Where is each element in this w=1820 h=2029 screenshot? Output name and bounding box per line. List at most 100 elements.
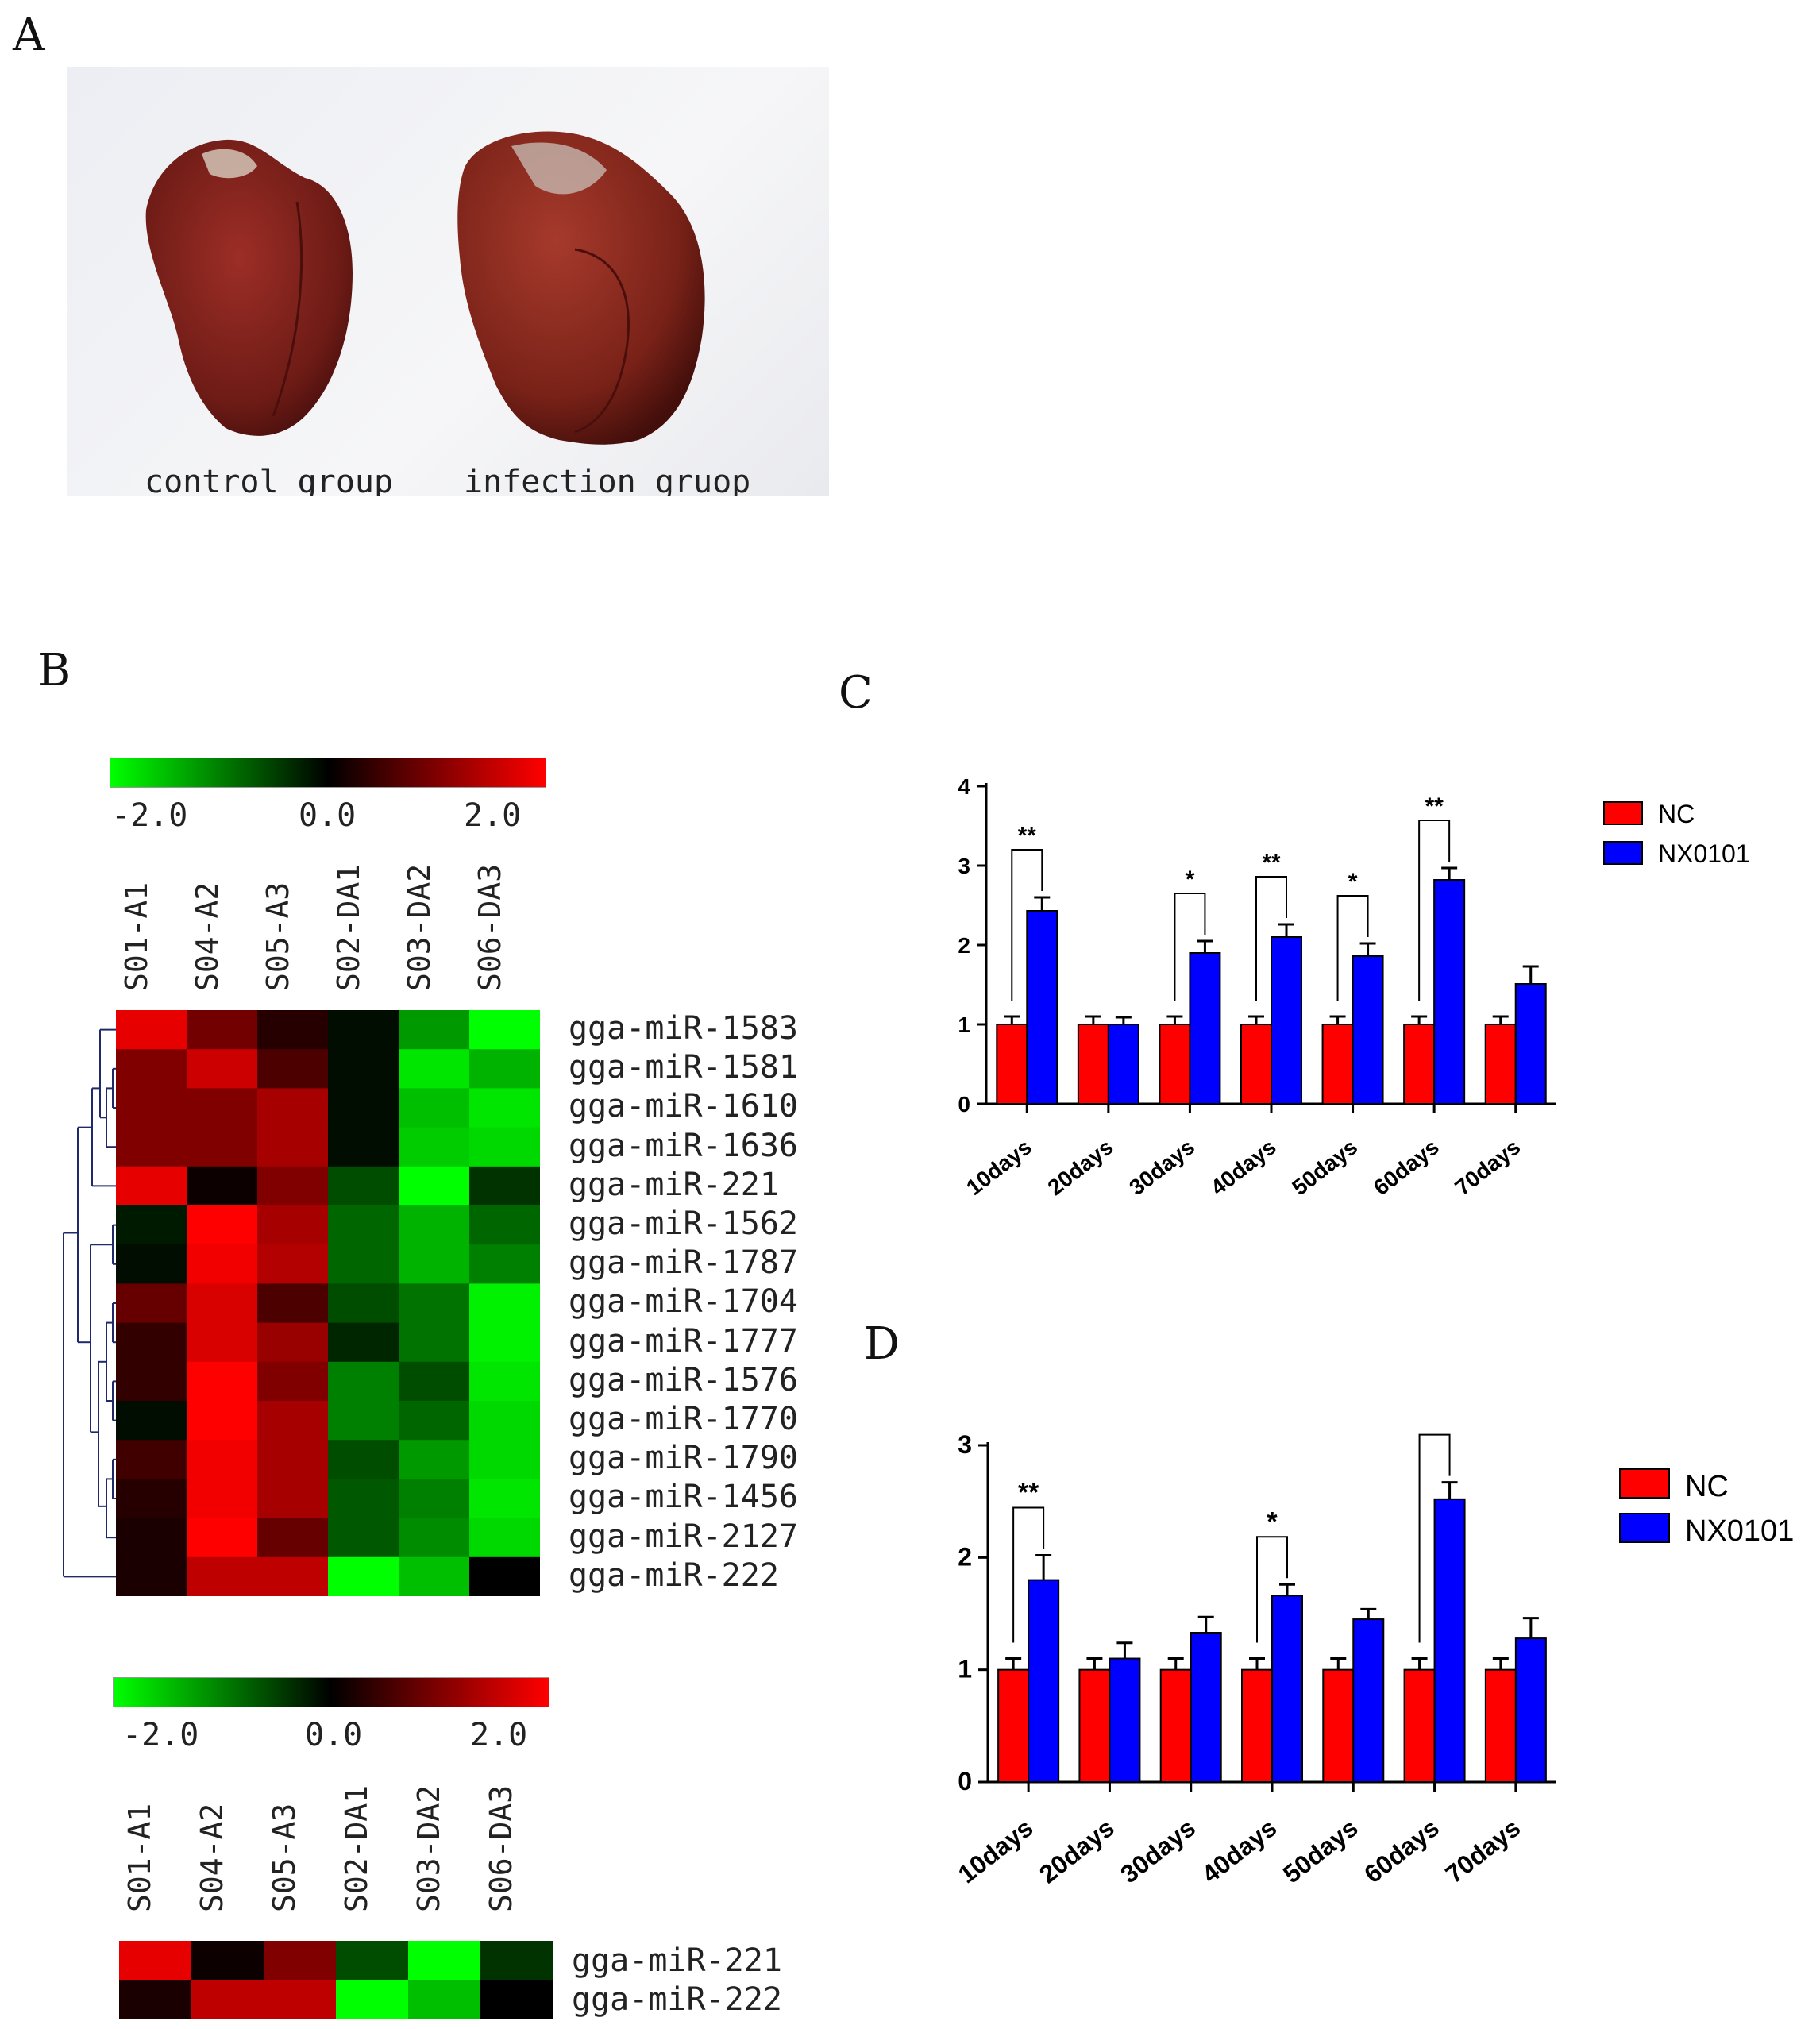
heatmap-main-cell [116, 1440, 187, 1479]
significance-marker: ** [1018, 1478, 1039, 1508]
heatmap-main-cell [187, 1010, 258, 1050]
heatmap-main-cell [469, 1205, 540, 1245]
y-tick-label: 2 [958, 1542, 972, 1571]
heatmap-small-cell [119, 1980, 192, 2019]
significance-marker: * [1267, 1506, 1278, 1537]
significance-bracket [1256, 1536, 1288, 1643]
colorbar-main-mid: 0.0 [299, 797, 357, 834]
significance-bracket [1012, 1506, 1045, 1643]
bar-nc [1484, 1024, 1517, 1105]
heatmap-small-row-label: gga-miR-221 [572, 1942, 782, 1979]
heatmap-main-cell [116, 1518, 187, 1558]
control-group-caption: control group [145, 464, 394, 496]
heatmap-main-cell [187, 1440, 258, 1479]
heatmap-main-cell [257, 1205, 329, 1245]
heatmap-main-cell [469, 1049, 540, 1089]
heatmap-main-cell [399, 1166, 470, 1206]
heatmap-main-cell [328, 1088, 399, 1128]
heatmap-main-cell [328, 1518, 399, 1558]
bar-nc [1078, 1668, 1111, 1783]
heatmap-main-cell [187, 1322, 258, 1363]
heatmap-small-grid [119, 1941, 553, 2019]
heatmap-main-cell [399, 1322, 470, 1363]
heatmap-main-cell [469, 1127, 540, 1167]
heatmap-small-cell [480, 1980, 553, 2019]
legend-label-nx0101: NX0101 [1658, 839, 1750, 868]
heatmap-main-cell [187, 1361, 258, 1402]
heatmap-main-cell [328, 1205, 399, 1245]
heatmap-main-cell [469, 1322, 540, 1363]
y-tick-label: 3 [958, 854, 970, 878]
x-tick-label: 50days [1278, 1813, 1363, 1888]
heatmap-main-cell [116, 1244, 187, 1284]
heatmap-main-cell [469, 1166, 540, 1206]
colorbar-small-min: -2.0 [122, 1717, 199, 1753]
heatmap-main-row-label: gga-miR-1770 [569, 1401, 798, 1437]
x-tick-label: 60days [1369, 1134, 1444, 1200]
legend-label-nc: NC [1658, 800, 1695, 828]
heatmap-main-cell [257, 1401, 329, 1441]
heatmap-main-row-label: gga-miR-1610 [569, 1088, 798, 1125]
heatmap-main-cell [399, 1518, 470, 1558]
colorbar-small-max: 2.0 [470, 1717, 528, 1753]
heatmap-small-cell [191, 1941, 264, 1981]
heatmap-main-cell [116, 1283, 187, 1324]
bar-nc [1241, 1668, 1273, 1783]
heatmap-main-row-label: gga-miR-1704 [569, 1283, 798, 1321]
bar-nc [1077, 1024, 1109, 1105]
heatmap-main-cell [399, 1556, 470, 1596]
heatmap-main-row-label: gga-miR-1790 [569, 1440, 798, 1477]
bar-nc [1240, 1024, 1272, 1105]
heatmap-small-cell [336, 1980, 409, 2019]
bar-nc [1321, 1024, 1354, 1105]
heatmap-main-cell [469, 1244, 540, 1284]
heatmap-small-row-label: gga-miR-222 [572, 1981, 782, 2018]
bar-nx0101 [1433, 1498, 1466, 1783]
heatmap-main-cell [399, 1361, 470, 1402]
significance-marker: ** [1262, 850, 1281, 876]
y-tick-label: 2 [958, 933, 970, 958]
significance-marker: * [1186, 866, 1195, 893]
heatmap-main-row-label: gga-miR-222 [569, 1556, 779, 1594]
bar-nc [1159, 1024, 1191, 1105]
legend-label-nc: NC [1685, 1470, 1729, 1503]
x-tick-label: 20days [1034, 1813, 1120, 1888]
significance-marker: ** [1425, 793, 1444, 820]
heatmap-main-dendrogram [63, 1028, 119, 1578]
heatmap-main-cell [469, 1283, 540, 1324]
significance-marker: ** [1424, 1421, 1445, 1435]
heatmap-main-cell [328, 1479, 399, 1519]
legend-swatch-nc [1619, 1468, 1670, 1499]
colorbar-small-mid: 0.0 [305, 1717, 363, 1753]
heatmap-main-cell [257, 1361, 329, 1402]
infection-liver [457, 131, 705, 445]
x-tick-label: 20days [1043, 1134, 1118, 1200]
bar-nx0101 [1190, 1632, 1222, 1783]
heatmap-main-cell [469, 1440, 540, 1479]
heatmap-main-cell [187, 1049, 258, 1089]
heatmap-main-row-label: gga-miR-1787 [569, 1244, 798, 1282]
heatmap-main-grid [116, 1010, 540, 1596]
heatmap-main-cell [116, 1088, 187, 1128]
y-tick-label: 3 [958, 1430, 972, 1459]
heatmap-main-cell [328, 1166, 399, 1206]
bar-chart-c: 0 1 2 3 4 ** 10days 20days * 30days ** 40days * 50day… [958, 774, 1750, 1200]
heatmap-main-cell [187, 1401, 258, 1441]
heatmap-main-cell [116, 1010, 187, 1050]
heatmap-main-cell [116, 1322, 187, 1363]
heatmap-main-cell [399, 1479, 470, 1519]
heatmap-main-cell [187, 1127, 258, 1167]
heatmap-main-cell [257, 1166, 329, 1206]
heatmap-main-cell [116, 1127, 187, 1167]
heatmap-main-row-label: gga-miR-1456 [569, 1479, 798, 1516]
bar-nc [1159, 1668, 1192, 1783]
heatmap-main-cell [257, 1088, 329, 1128]
heatmap-main-cell [257, 1479, 329, 1519]
heatmap-main-cell [257, 1518, 329, 1558]
heatmap-main-cell [469, 1010, 540, 1050]
x-tick-label: 70days [1450, 1134, 1525, 1200]
heatmap-small-cell [191, 1980, 264, 2019]
heatmap-main-cell [257, 1283, 329, 1324]
heatmap-small-column-label: S06-DA3 [484, 1784, 519, 1912]
